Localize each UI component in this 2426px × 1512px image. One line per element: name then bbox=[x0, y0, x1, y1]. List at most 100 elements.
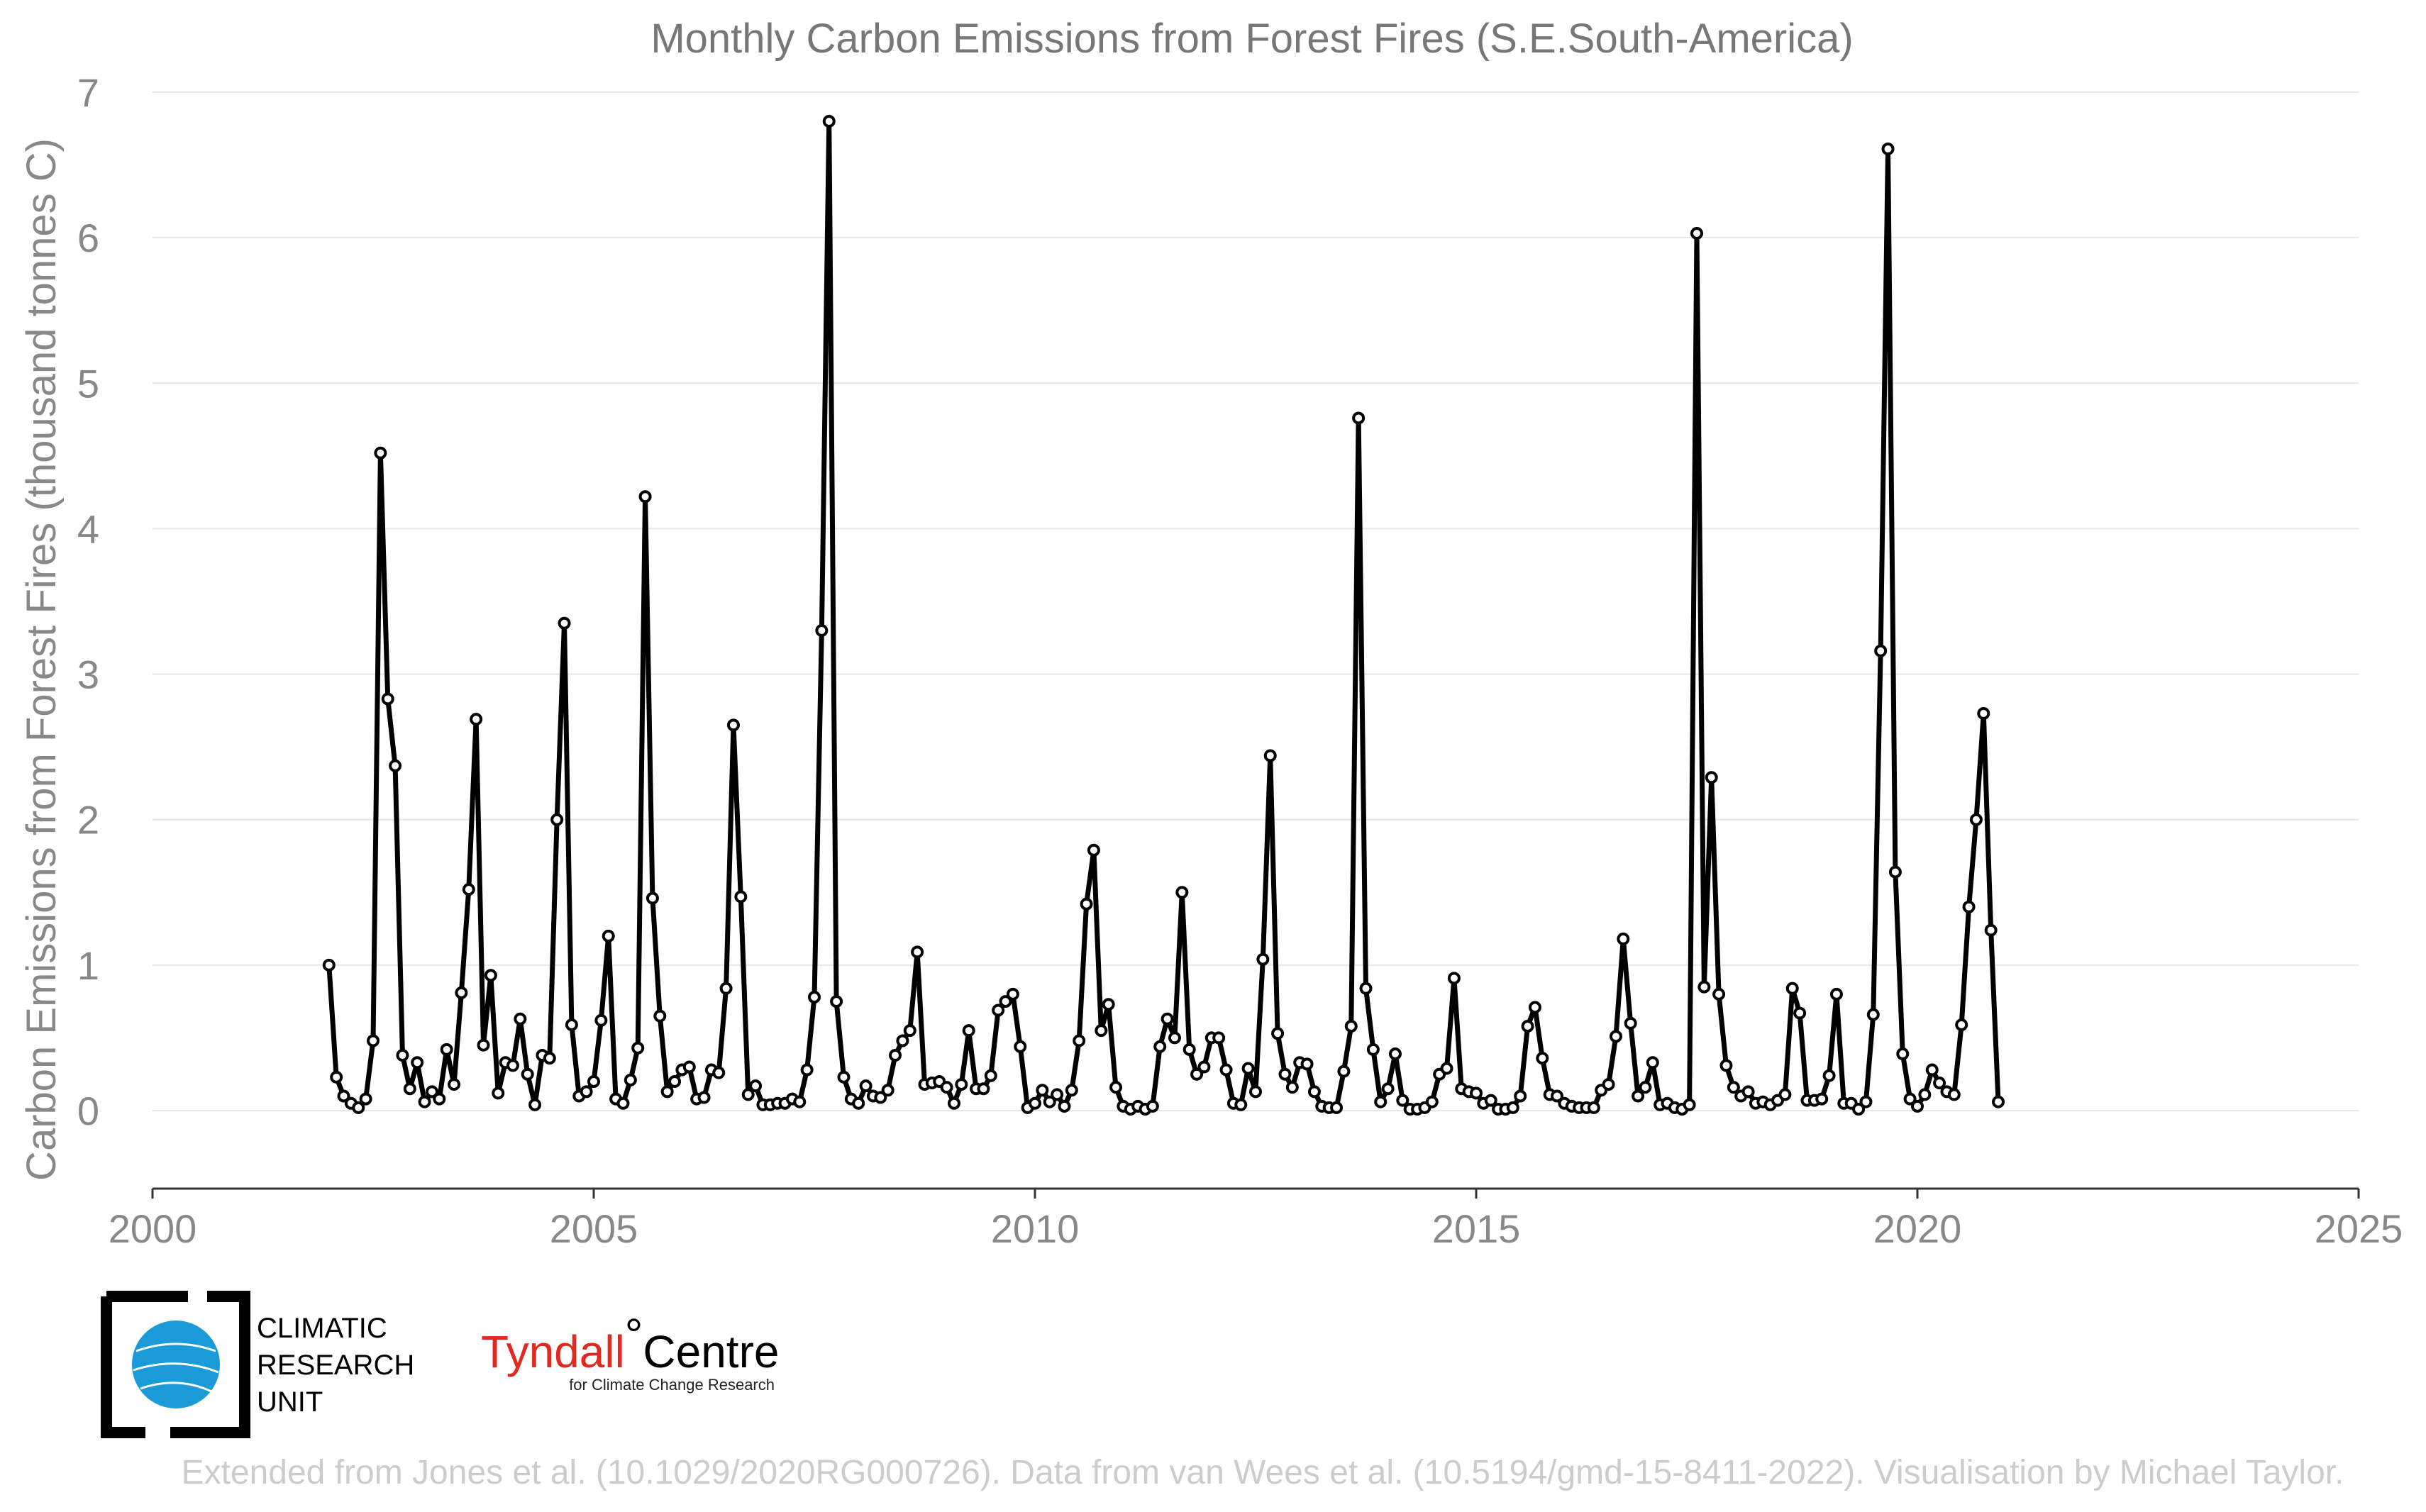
data-point bbox=[1888, 865, 1902, 879]
data-point bbox=[389, 759, 402, 772]
series-line bbox=[326, 118, 2001, 1112]
data-point bbox=[1271, 1027, 1285, 1040]
data-point bbox=[1793, 1006, 1807, 1020]
data-point bbox=[1903, 1092, 1917, 1106]
data-point bbox=[1690, 226, 1703, 240]
data-point bbox=[1330, 1101, 1344, 1114]
x-tick-label: 2010 bbox=[991, 1206, 1080, 1251]
data-point bbox=[543, 1052, 556, 1065]
data-point bbox=[1866, 1008, 1880, 1021]
data-point bbox=[977, 1082, 990, 1096]
data-point bbox=[1514, 1089, 1527, 1103]
y-tick-label: 5 bbox=[77, 361, 99, 406]
data-point bbox=[1359, 982, 1373, 995]
data-point bbox=[1087, 843, 1100, 857]
data-point bbox=[1352, 411, 1366, 425]
data-point bbox=[1911, 1099, 1924, 1113]
x-tick-label: 2025 bbox=[2315, 1206, 2403, 1251]
x-tick-label: 2015 bbox=[1432, 1206, 1521, 1251]
cru-text-line-3: UNIT bbox=[257, 1386, 323, 1418]
data-point bbox=[859, 1079, 873, 1093]
data-point bbox=[1829, 987, 1843, 1001]
data-point bbox=[822, 115, 836, 128]
data-point bbox=[1646, 1056, 1659, 1069]
data-point bbox=[660, 1085, 674, 1099]
data-point bbox=[668, 1074, 682, 1088]
chart-title: Monthly Carbon Emissions from Forest Fir… bbox=[650, 16, 1853, 62]
y-axis-label: Carbon Emissions from Forest Fires (thou… bbox=[18, 138, 65, 1181]
data-point bbox=[1146, 1099, 1159, 1113]
data-point bbox=[1712, 987, 1726, 1001]
data-point bbox=[565, 1018, 578, 1031]
data-point bbox=[1278, 1067, 1292, 1081]
data-point bbox=[359, 1092, 372, 1106]
data-point bbox=[1859, 1095, 1873, 1108]
data-point bbox=[1073, 1034, 1086, 1047]
data-point bbox=[1697, 980, 1711, 994]
series-points bbox=[322, 115, 2005, 1116]
data-point bbox=[528, 1098, 542, 1111]
data-point bbox=[800, 1063, 814, 1077]
data-point bbox=[403, 1082, 416, 1096]
data-point bbox=[1962, 900, 1976, 913]
data-point bbox=[638, 490, 652, 504]
data-point bbox=[1602, 1078, 1615, 1091]
x-tick-label: 2005 bbox=[550, 1206, 638, 1251]
credit-line: Extended from Jones et al. (10.1029/2020… bbox=[182, 1454, 2344, 1491]
data-point bbox=[1727, 1081, 1740, 1094]
data-point bbox=[697, 1091, 711, 1104]
y-axis-ticks: 0 1 2 3 4 5 6 7 bbox=[77, 70, 99, 1133]
data-point bbox=[682, 1060, 696, 1074]
data-point bbox=[1102, 998, 1115, 1011]
data-point bbox=[1874, 644, 1888, 657]
data-point bbox=[1256, 952, 1270, 966]
data-point bbox=[1182, 1043, 1196, 1056]
data-point bbox=[1815, 1092, 1829, 1106]
cru-bracket-right bbox=[170, 1291, 250, 1438]
data-point bbox=[448, 1078, 461, 1091]
data-point bbox=[1969, 813, 1983, 826]
data-point bbox=[1506, 1101, 1519, 1114]
data-point bbox=[1109, 1081, 1123, 1094]
data-point bbox=[462, 883, 475, 896]
data-point bbox=[1425, 1095, 1439, 1108]
data-point bbox=[1705, 771, 1718, 784]
grid-lines bbox=[153, 91, 2359, 1111]
data-point bbox=[1918, 1088, 1932, 1101]
y-tick-label: 6 bbox=[77, 216, 99, 260]
data-point bbox=[1447, 972, 1461, 985]
data-point bbox=[1778, 1088, 1792, 1101]
tyndall-subtitle: for Climate Change Research bbox=[569, 1376, 775, 1394]
data-point bbox=[602, 929, 615, 943]
data-point bbox=[881, 1084, 894, 1097]
data-point bbox=[418, 1095, 431, 1108]
data-point bbox=[587, 1074, 600, 1088]
data-point bbox=[1896, 1047, 1910, 1060]
data-point bbox=[852, 1096, 865, 1110]
data-point bbox=[631, 1041, 645, 1055]
data-point bbox=[367, 1034, 380, 1047]
data-point bbox=[653, 1009, 667, 1023]
data-point bbox=[455, 986, 468, 999]
data-point bbox=[940, 1081, 953, 1094]
data-point bbox=[815, 624, 829, 638]
data-point bbox=[580, 1085, 593, 1099]
data-point bbox=[396, 1049, 409, 1062]
data-point bbox=[1300, 1057, 1314, 1071]
data-point bbox=[984, 1069, 997, 1082]
data-point bbox=[1029, 1096, 1041, 1110]
data-point bbox=[1374, 1095, 1388, 1108]
data-point bbox=[1095, 1024, 1108, 1038]
data-point bbox=[837, 1070, 851, 1084]
x-tick-label: 2000 bbox=[109, 1206, 197, 1251]
data-point bbox=[1992, 1095, 2005, 1108]
data-point bbox=[330, 1070, 343, 1084]
data-point bbox=[1307, 1085, 1321, 1099]
data-point bbox=[352, 1101, 365, 1114]
data-point bbox=[712, 1066, 726, 1079]
data-point bbox=[1609, 1030, 1622, 1043]
data-point bbox=[741, 1088, 755, 1101]
data-point bbox=[1197, 1060, 1211, 1074]
data-point bbox=[830, 995, 843, 1008]
data-point bbox=[889, 1049, 902, 1062]
